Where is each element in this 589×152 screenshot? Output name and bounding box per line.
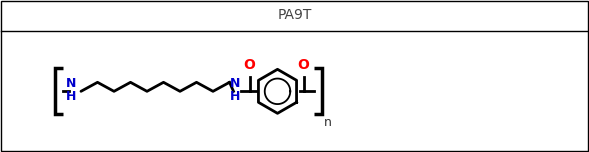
Text: PA9T: PA9T <box>277 8 312 22</box>
Text: H: H <box>66 90 76 103</box>
Text: n: n <box>323 116 332 129</box>
Text: N: N <box>66 77 76 90</box>
Text: H: H <box>230 90 241 103</box>
Text: O: O <box>297 58 309 72</box>
Text: N: N <box>230 77 241 90</box>
Text: O: O <box>244 58 256 72</box>
